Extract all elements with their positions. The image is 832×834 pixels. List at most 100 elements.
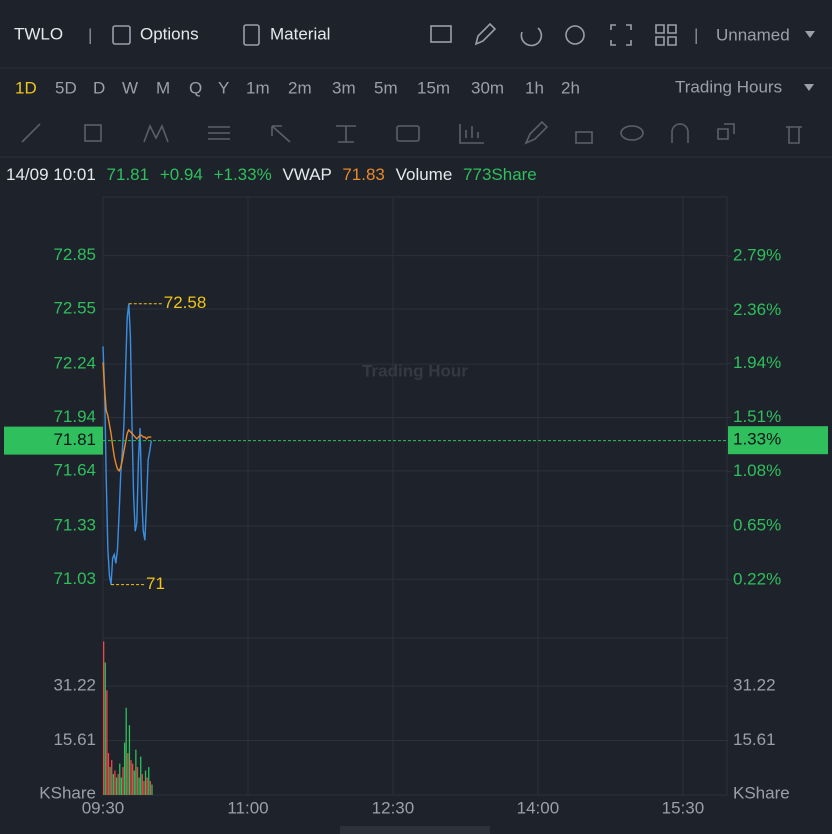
timeframe-button[interactable]: 1D [15,78,37,97]
volume-bar [125,707,127,795]
tool-text[interactable] [396,125,420,142]
volume-bar [148,767,150,795]
volume-bar [144,770,147,795]
volume-bar [146,777,148,795]
session-selector[interactable]: Trading Hours [675,77,782,96]
material-icon[interactable] [243,24,260,46]
watermark: Trading Hour [362,361,468,380]
tool-pattern[interactable] [143,124,169,143]
y-tick-label: 72.24 [53,354,96,373]
draw-icon[interactable] [474,22,497,46]
volume-bar [117,774,119,795]
material-button[interactable]: Material [270,24,330,43]
timeframe-button[interactable]: 3m [332,78,356,97]
tool-rect[interactable] [84,124,102,142]
settings-icon[interactable] [565,25,585,45]
y2-tick-label: 2.36% [733,300,781,319]
volume-value: 773Share [463,165,537,184]
unit-label: KShare [733,783,790,802]
volume-bar [106,690,108,795]
volume-bar [123,742,126,795]
volume-bar [131,763,134,795]
fullscreen-icon[interactable] [610,24,632,46]
vwap-label: VWAP [282,165,331,184]
volume-bar [109,767,111,795]
volume-bar [104,662,106,795]
timeframe-button[interactable]: 1m [246,78,270,97]
tool-measure[interactable] [336,125,356,143]
volume-bar [130,760,132,795]
volume-bar [114,770,116,795]
dropdown-arrow [804,84,814,91]
volume-bar [128,725,131,795]
tool-clone[interactable] [717,123,735,140]
timeframe-button[interactable]: 5D [55,78,77,97]
timeframe-button[interactable]: 2m [288,78,312,97]
quote-time: 14/09 10:01 [6,165,96,184]
volume-bar [140,756,142,795]
y-tick-label: 31.22 [53,676,96,695]
price-line [102,303,153,585]
tool-arrow[interactable] [271,125,291,143]
y-tick-label: 72.55 [53,299,96,318]
last-pct-label: 1.33% [733,430,781,449]
y-tick-label: 15.61 [53,730,96,749]
quote-change: +0.94 [160,165,203,184]
timeframe-button[interactable]: Q [189,78,202,97]
indicator-icon[interactable] [430,25,452,43]
options-icon[interactable] [112,25,131,45]
layout-selector[interactable]: Unnamed [716,25,790,44]
volume-bar [107,753,110,795]
layout-icon[interactable] [655,24,677,46]
timeframe-button[interactable]: D [93,78,105,97]
price-line [102,362,152,473]
tool-fib[interactable] [208,126,230,140]
tool-chart[interactable] [459,124,484,144]
y2-tick-label: 1.51% [733,407,781,426]
x-tick-label: 15:30 [662,798,705,817]
volume-bar [149,781,152,795]
x-tick-label: 12:30 [372,798,415,817]
timeframe-button[interactable]: 5m [374,78,398,97]
tool-lock[interactable] [575,131,593,144]
volume-bar [141,774,143,795]
volume-bar [151,784,153,795]
timeframe-button[interactable]: M [156,78,170,97]
volume-bar [127,753,129,795]
options-button[interactable]: Options [140,24,199,43]
tool-magnet[interactable] [671,123,689,143]
reset-icon[interactable] [520,27,543,47]
x-tick-label: 11:00 [227,798,268,817]
tool-eye[interactable] [620,125,644,141]
y2-tick-label: 0.22% [733,570,781,589]
timeframe-button[interactable]: 15m [417,78,450,97]
timeframe-button[interactable]: W [122,78,138,97]
volume-bar [103,641,105,795]
volume-bar [133,770,135,795]
quote-price: 71.81 [107,165,150,184]
tool-delete[interactable] [786,126,802,144]
last-price-box [4,426,103,455]
volume-label: Volume [396,165,453,184]
timeframe-button[interactable]: 30m [471,78,504,97]
volume-bar [119,763,121,795]
y-tick-label: 71.64 [53,460,96,479]
y-tick-label: 72.85 [53,245,96,264]
timeframe-button[interactable]: 1h [525,78,544,97]
tool-line[interactable] [21,123,41,143]
scroll-handle[interactable] [340,826,490,834]
timeframe-button[interactable]: 2h [561,78,580,97]
y2-tick-label: 2.79% [733,246,781,265]
quote-row: 14/09 10:01 71.81 +0.94 +1.33% VWAP 71.8… [6,165,537,184]
last-pct-box [728,426,828,455]
annotation-label: 72.58 [164,293,207,312]
y-tick-label: 71.03 [53,569,96,588]
unit-label: KShare [39,783,96,802]
volume-bar [138,777,140,795]
tool-pen[interactable] [524,120,549,145]
timeframe-button[interactable]: Y [218,78,229,97]
symbol[interactable]: TWLO [14,24,63,43]
y-tick-label: 71.33 [53,515,96,534]
x-tick-label: 14:00 [517,798,560,817]
